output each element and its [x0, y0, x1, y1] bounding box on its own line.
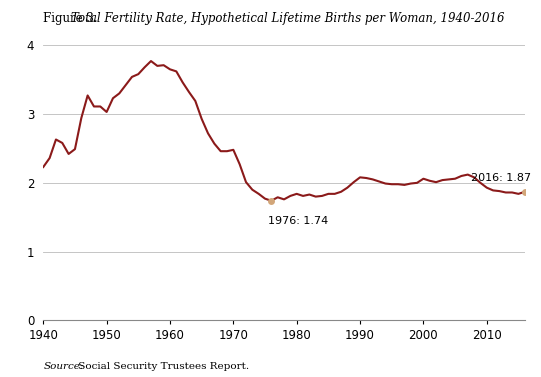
Text: 2016: 1.87: 2016: 1.87	[471, 173, 531, 183]
Text: Total Fertility Rate, Hypothetical Lifetime Births per Woman, 1940-2016: Total Fertility Rate, Hypothetical Lifet…	[71, 12, 505, 25]
Text: Figure 3.: Figure 3.	[43, 12, 102, 25]
Text: 1976: 1.74: 1976: 1.74	[268, 216, 328, 226]
Text: Source:: Source:	[43, 362, 84, 371]
Text: Social Security Trustees Report.: Social Security Trustees Report.	[75, 362, 249, 371]
